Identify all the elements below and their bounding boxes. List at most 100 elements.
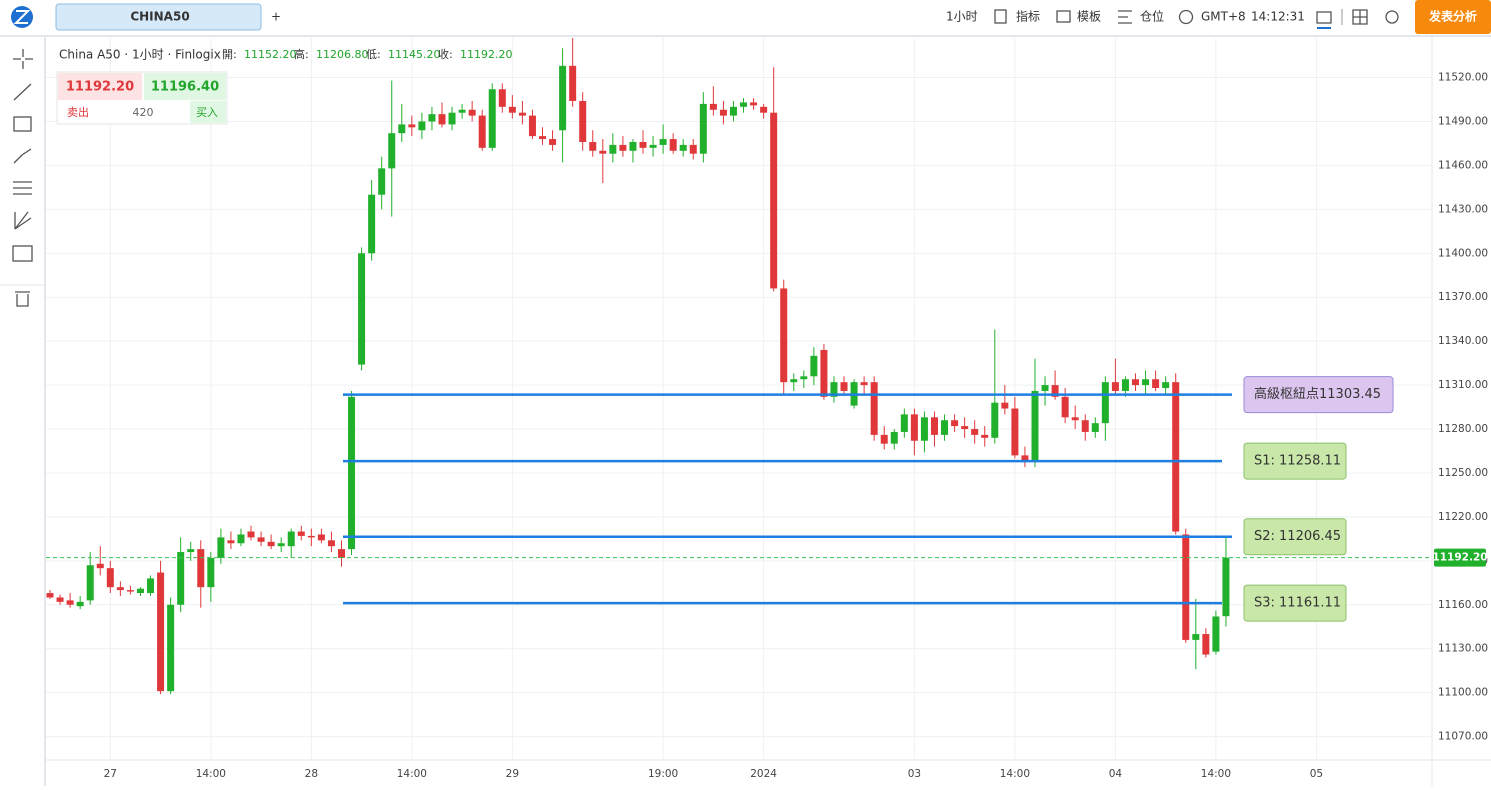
- candle-body: [1061, 396, 1069, 418]
- candle-body: [348, 396, 356, 550]
- candle-body: [458, 109, 466, 113]
- sell-label[interactable]: 卖出: [67, 105, 89, 119]
- pivot-label: S3: 11161.11: [1254, 596, 1341, 611]
- candle-body: [217, 537, 225, 558]
- legend-high-label: 高:: [294, 47, 309, 61]
- candle-body: [840, 382, 848, 391]
- candle-body: [910, 414, 918, 441]
- candle-body: [549, 139, 557, 145]
- x-tick-label: 05: [1310, 768, 1323, 780]
- candle-body: [1031, 390, 1039, 462]
- text-tool[interactable]: [12, 245, 33, 262]
- x-tick-label: 29: [506, 768, 519, 780]
- positions-icon[interactable]: [1118, 10, 1132, 24]
- candle-body: [388, 133, 396, 169]
- sell-price[interactable]: 11192.20: [66, 80, 134, 95]
- add-tab[interactable]: +: [271, 10, 281, 24]
- publish-button[interactable]: [1415, 0, 1491, 34]
- settings-icon[interactable]: [1385, 10, 1399, 24]
- candle-body: [740, 102, 748, 107]
- candle-body: [961, 426, 969, 430]
- candle-body: [599, 150, 607, 154]
- candle-body: [900, 414, 908, 432]
- candle-body: [46, 593, 54, 598]
- line-tool[interactable]: [13, 83, 32, 101]
- candle-body: [508, 106, 516, 113]
- chart-overlay: China A50 · 1小时 · Finlogix 開: 11152.20 高…: [56, 47, 1394, 622]
- crosshair-tool[interactable]: [13, 49, 33, 69]
- candle-body: [448, 112, 456, 125]
- rect-tool[interactable]: [13, 116, 32, 132]
- candle-body: [729, 106, 737, 116]
- globe-icon[interactable]: [1178, 9, 1194, 25]
- candle-body: [880, 434, 888, 444]
- candle-body: [66, 600, 74, 605]
- x-tick-label: 14:00: [1201, 768, 1231, 780]
- candle-body: [478, 115, 486, 148]
- candle-body: [237, 534, 245, 544]
- candle-body: [368, 194, 376, 254]
- legend-low-label: 低:: [366, 48, 381, 61]
- timezone[interactable]: GMT+8: [1201, 10, 1246, 24]
- symbol-tab[interactable]: [55, 3, 262, 31]
- templates-icon[interactable]: [1056, 10, 1071, 23]
- y-tick-label: 11160.00: [1438, 599, 1488, 611]
- indicators[interactable]: 指标: [1016, 9, 1040, 24]
- y-tick-label: 11490.00: [1438, 115, 1488, 127]
- candle-body: [860, 382, 868, 386]
- candle-body: [468, 109, 476, 116]
- candle-body: [1162, 382, 1170, 389]
- candle-body: [257, 537, 265, 542]
- buy-tag[interactable]: [190, 101, 226, 123]
- y-tick-label: 11400.00: [1438, 247, 1488, 259]
- candle-body: [1192, 634, 1200, 640]
- candle-body: [1182, 534, 1190, 640]
- publish-label[interactable]: 发表分析: [1428, 9, 1477, 24]
- buy-price[interactable]: 11196.40: [151, 80, 219, 95]
- candle-body: [116, 587, 124, 591]
- layout-icon[interactable]: [1352, 9, 1368, 25]
- x-tick-label: 14:00: [1000, 768, 1030, 780]
- candle-body: [1071, 417, 1079, 421]
- candle-body: [167, 604, 175, 692]
- candle-body: [187, 549, 195, 553]
- buy-cell[interactable]: [144, 73, 226, 100]
- candle-body: [790, 379, 798, 383]
- candle-body: [408, 124, 416, 128]
- candle-body: [287, 531, 295, 547]
- layers-icon[interactable]: [1316, 11, 1332, 24]
- fan-tool[interactable]: [14, 211, 32, 230]
- indicators-icon[interactable]: [994, 9, 1007, 24]
- candle-body: [227, 540, 235, 544]
- candle-body: [639, 141, 647, 148]
- sell-cell[interactable]: [58, 73, 142, 100]
- templates[interactable]: 模板: [1077, 10, 1101, 24]
- candle-body: [1091, 423, 1099, 432]
- symbol-tab-label[interactable]: CHINA50: [130, 10, 189, 24]
- y-tick-label: 11460.00: [1438, 159, 1488, 171]
- candle-body: [780, 288, 788, 383]
- x-tick-label: 14:00: [397, 768, 427, 780]
- y-tick-label: 11340.00: [1438, 335, 1488, 347]
- y-tick-label: 11250.00: [1438, 467, 1488, 479]
- candle-body: [398, 124, 406, 134]
- candle-body: [1222, 557, 1230, 617]
- delete-tool[interactable]: [15, 291, 30, 307]
- positions[interactable]: 仓位: [1140, 9, 1164, 24]
- path-tool[interactable]: [13, 148, 32, 164]
- candle-body: [1001, 402, 1009, 409]
- candle-body: [96, 563, 104, 569]
- buy-label[interactable]: 买入: [196, 106, 218, 119]
- candle-body: [518, 112, 526, 116]
- candle-body: [1202, 634, 1210, 655]
- candle-body: [528, 115, 536, 137]
- candle-body: [207, 557, 215, 588]
- x-tick-label: 27: [104, 768, 117, 780]
- interval[interactable]: 1小时: [946, 10, 978, 24]
- y-tick-label: 11070.00: [1438, 731, 1488, 743]
- clock: 14:12:31: [1251, 10, 1305, 24]
- pivot-label: 高級枢紐点11303.45: [1254, 386, 1381, 402]
- fib-tool[interactable]: [13, 181, 32, 195]
